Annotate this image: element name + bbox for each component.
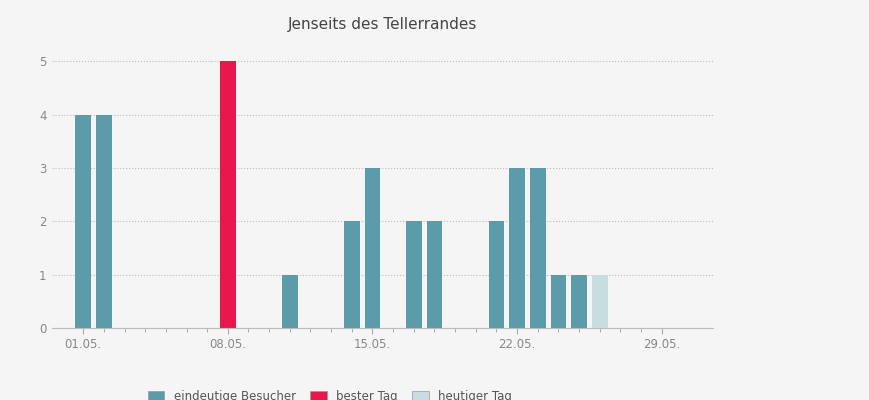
Bar xyxy=(591,275,607,328)
Bar xyxy=(76,115,91,328)
Bar xyxy=(550,275,566,328)
Bar xyxy=(488,221,504,328)
Bar xyxy=(282,275,297,328)
Title: Jenseits des Tellerrandes: Jenseits des Tellerrandes xyxy=(288,17,477,32)
Bar xyxy=(426,221,441,328)
Bar xyxy=(220,61,235,328)
Bar xyxy=(364,168,380,328)
Bar xyxy=(96,115,111,328)
Legend: eindeutige Besucher, bester Tag, heutiger Tag: eindeutige Besucher, bester Tag, heutige… xyxy=(148,390,511,400)
Bar xyxy=(406,221,421,328)
Bar xyxy=(571,275,587,328)
Bar xyxy=(529,168,545,328)
Bar xyxy=(508,168,524,328)
Bar xyxy=(343,221,359,328)
